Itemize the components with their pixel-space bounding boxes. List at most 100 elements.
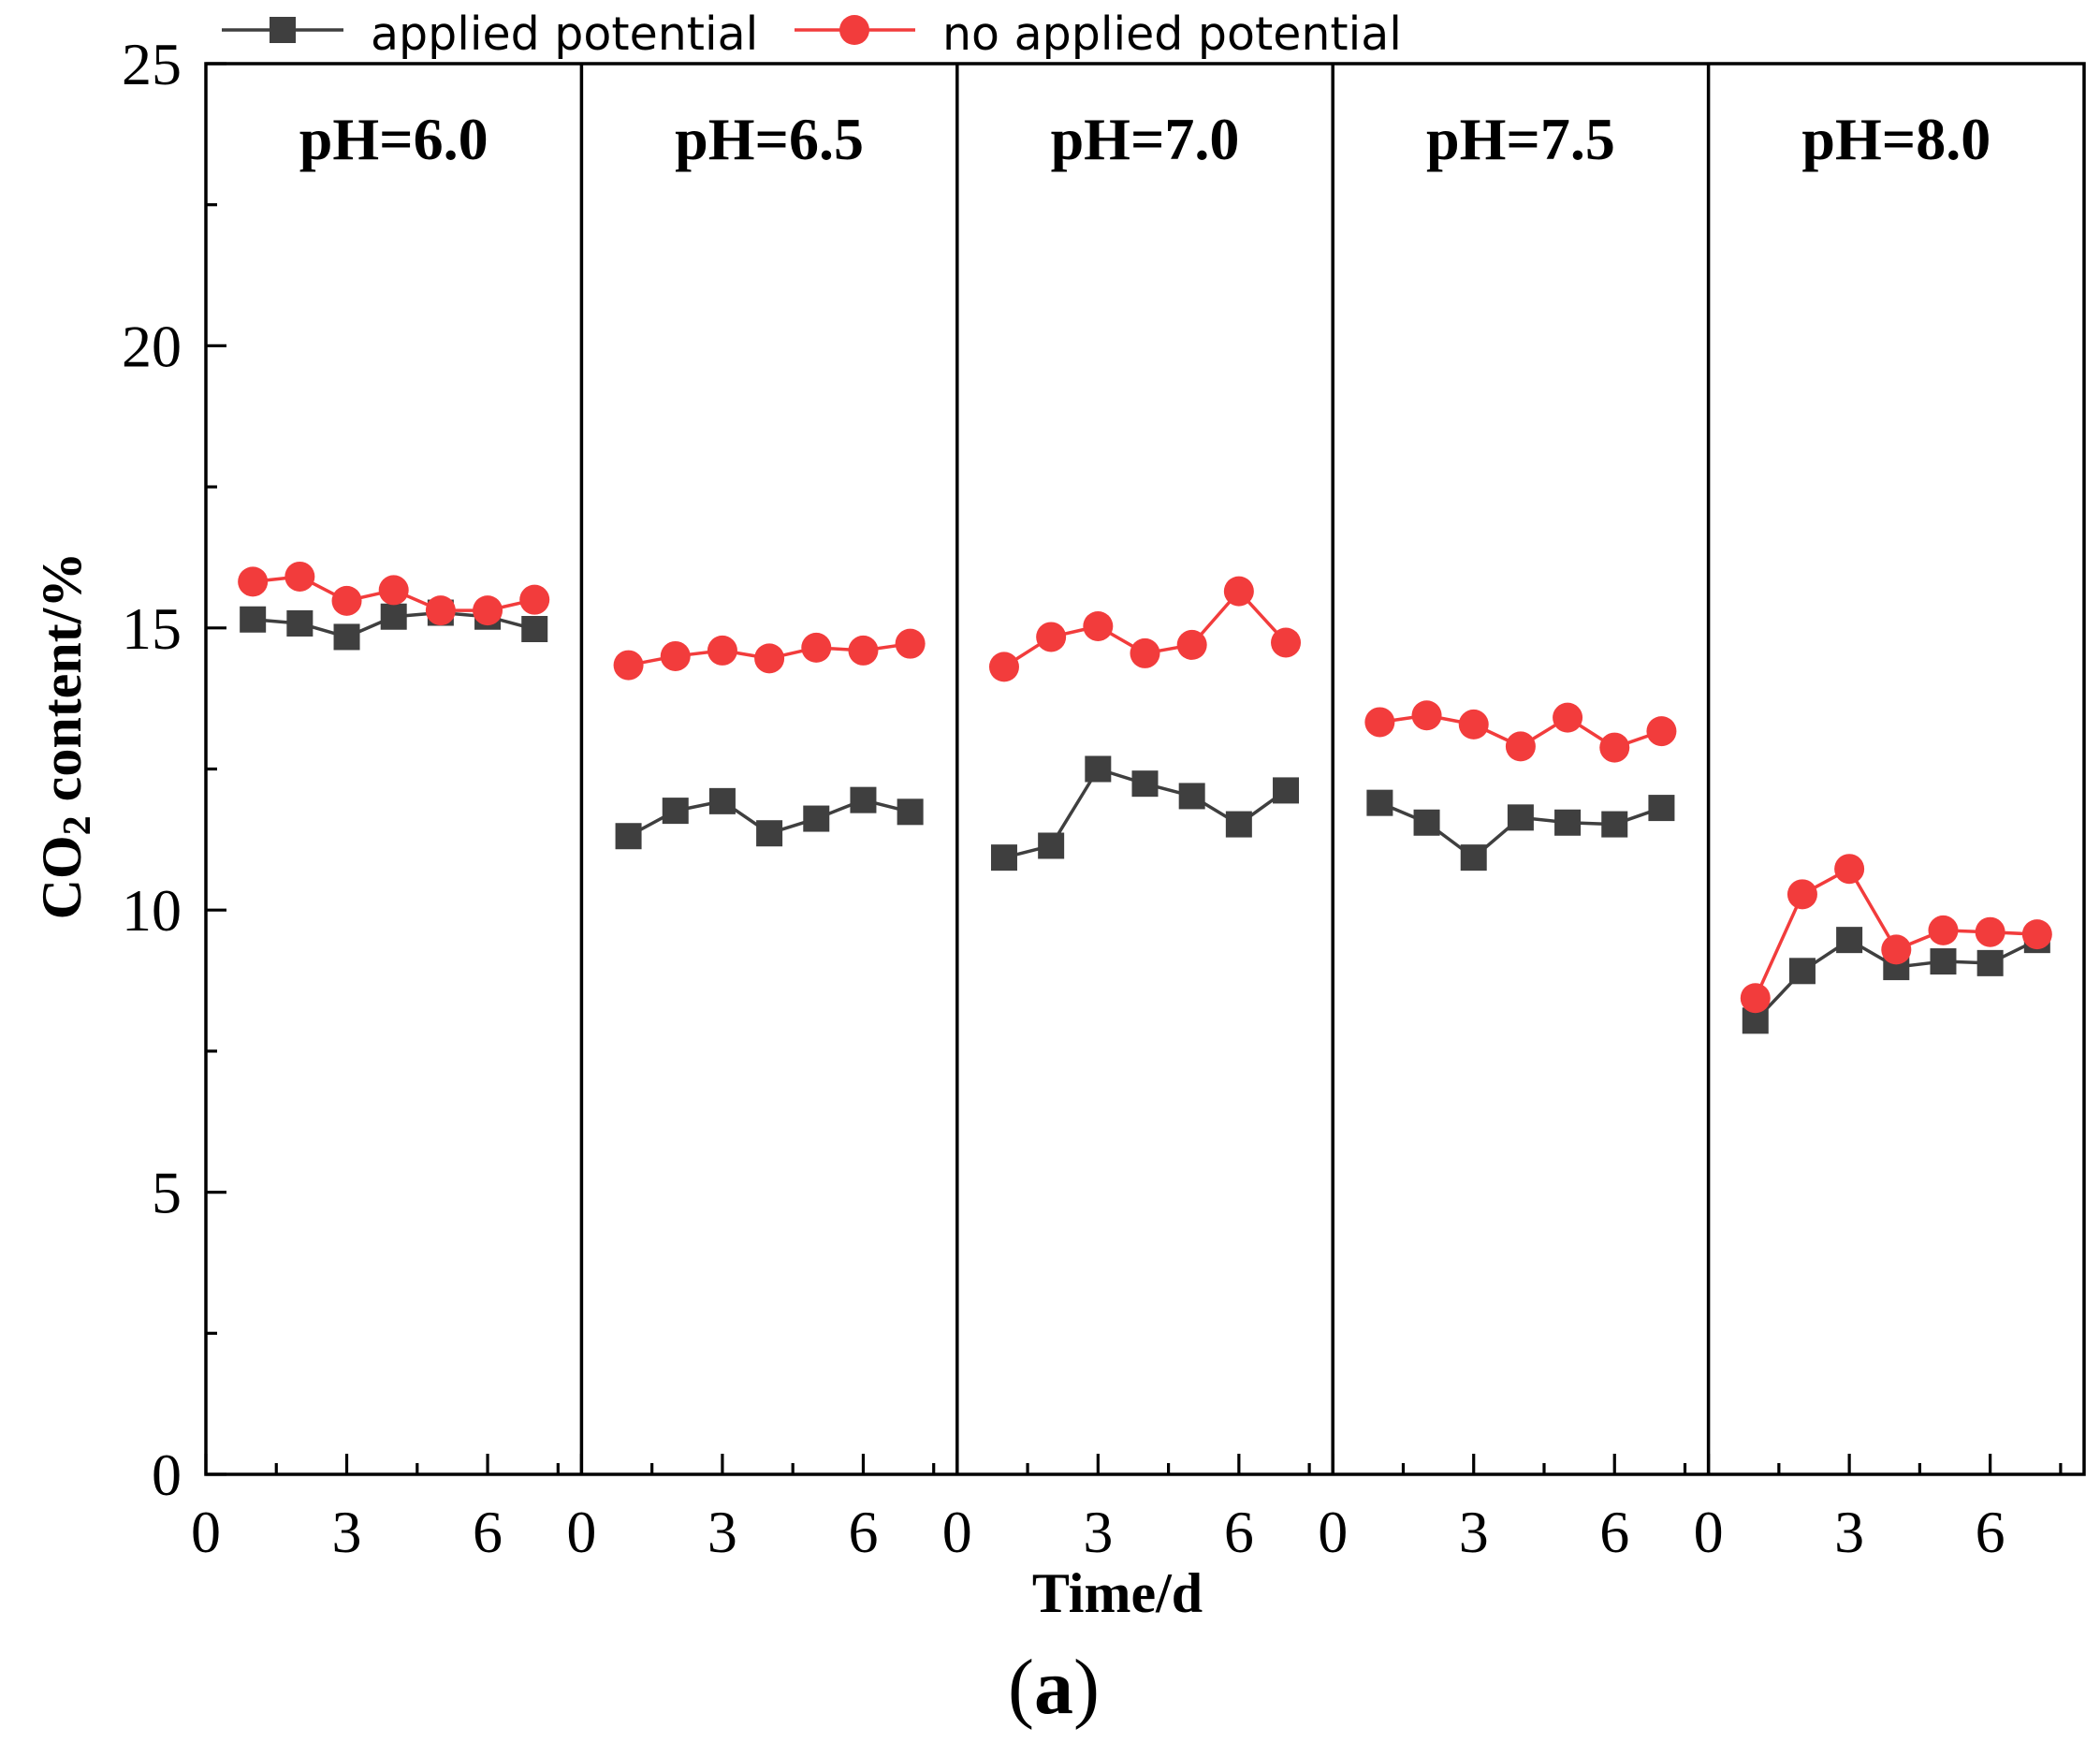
applied-potential-marker	[1038, 832, 1065, 859]
y-tick-label: 25	[122, 31, 182, 97]
x-tick-label: 3	[1459, 1499, 1489, 1565]
caption-open-paren: (	[1008, 1644, 1034, 1731]
x-tick-label: 3	[332, 1499, 362, 1565]
x-tick-label: 6	[1224, 1499, 1254, 1565]
no-applied-potential-marker	[660, 640, 691, 671]
no-applied-potential-marker	[754, 643, 785, 674]
applied-potential-marker	[1836, 927, 1863, 954]
applied-potential-marker	[803, 805, 830, 832]
applied-potential-marker	[1601, 811, 1628, 838]
applied-potential-marker	[1225, 811, 1252, 838]
legend-square-marker	[270, 17, 296, 43]
applied-potential-marker	[850, 786, 877, 813]
no-applied-potential-marker	[1786, 879, 1817, 910]
applied-potential-marker	[1507, 804, 1534, 831]
no-applied-potential-marker	[1928, 915, 1959, 945]
y-tick-label: 10	[122, 877, 182, 944]
no-applied-potential-marker	[238, 566, 269, 597]
y-axis-title-subscript: 2	[56, 815, 99, 835]
applied-potential-marker	[662, 798, 689, 825]
legend-label-no-applied-potential: no applied potential	[942, 7, 1402, 61]
caption-close-paren: )	[1073, 1644, 1100, 1731]
no-applied-potential-marker	[895, 628, 926, 659]
legend-circle-marker	[839, 15, 869, 45]
no-applied-potential-series	[1740, 854, 2052, 1014]
panel-ph-7-5: 0 3 6 pH=7.5	[1318, 106, 1687, 1565]
x-tick-label: 0	[942, 1499, 972, 1565]
applied-potential-marker	[1413, 809, 1440, 836]
no-applied-potential-marker	[284, 561, 315, 592]
no-applied-potential-marker	[1036, 622, 1067, 652]
y-axis: 0 5 10 15 20 25	[122, 31, 226, 1508]
no-applied-potential-series	[1364, 700, 1677, 763]
no-applied-potential-marker	[848, 635, 879, 666]
no-applied-potential-marker	[1271, 627, 1302, 658]
no-applied-potential-marker	[1505, 731, 1536, 762]
applied-potential-marker	[1131, 770, 1159, 798]
applied-potential-marker	[990, 844, 1017, 872]
applied-potential-series	[615, 786, 924, 850]
legend: applied potential no applied potential	[222, 7, 1402, 61]
y-axis-title-main: CO	[31, 835, 93, 919]
panel-ph-8-0: 0 3 6 pH=8.0	[1694, 106, 2063, 1565]
figure-caption: (a)	[1008, 1644, 1100, 1731]
no-applied-potential-marker	[473, 595, 503, 626]
applied-potential-marker	[1460, 844, 1487, 872]
x-tick-label: 0	[1694, 1499, 1724, 1565]
no-applied-potential-marker	[425, 595, 456, 626]
no-applied-potential-marker	[1083, 610, 1114, 641]
x-tick-label: 0	[566, 1499, 596, 1565]
plot-area: 0 5 10 15 20 25 0 3 6 pH=6.0 0 3 6 pH=6.5 0 3 6 pH=7.0 0 3 6…	[122, 31, 2086, 1565]
applied-potential-marker	[240, 606, 267, 633]
no-applied-potential-series	[238, 561, 550, 626]
applied-potential-marker	[1648, 795, 1675, 822]
panel-ph-6-0: 0 3 6 pH=6.0	[191, 106, 560, 1565]
no-applied-potential-marker	[1740, 983, 1771, 1014]
applied-potential-series	[240, 599, 548, 651]
no-applied-potential-marker	[1646, 716, 1677, 747]
no-applied-potential-marker	[1975, 916, 2005, 947]
y-tick-label: 5	[152, 1160, 182, 1226]
no-applied-potential-marker	[1599, 732, 1630, 763]
no-applied-potential-marker	[1364, 707, 1395, 738]
no-applied-potential-marker	[1834, 854, 1865, 885]
panel-title: pH=6.5	[675, 106, 864, 172]
no-applied-potential-series	[988, 576, 1302, 682]
applied-potential-marker	[1273, 777, 1300, 804]
no-applied-potential-series	[613, 628, 926, 681]
panel-ph-7-0: 0 3 6 pH=7.0	[942, 106, 1311, 1565]
y-axis-title-rest: content/%	[31, 552, 93, 816]
applied-potential-marker	[756, 820, 783, 847]
x-axis-title: Time/d	[1032, 1562, 1203, 1624]
panel-title: pH=7.0	[1051, 106, 1240, 172]
no-applied-potential-marker	[331, 585, 362, 616]
applied-potential-marker	[1976, 949, 2004, 976]
panel-title: pH=6.0	[299, 106, 489, 172]
x-tick-label: 3	[1834, 1499, 1864, 1565]
applied-potential-series	[1366, 789, 1675, 872]
no-applied-potential-marker	[707, 635, 737, 666]
no-applied-potential-marker	[1130, 637, 1160, 668]
applied-potential-marker	[615, 823, 642, 850]
no-applied-potential-marker	[801, 632, 832, 663]
plot-frame	[204, 62, 2086, 1476]
x-tick-label: 6	[473, 1499, 503, 1565]
y-axis-title: CO2 content/%	[31, 552, 99, 920]
no-applied-potential-marker	[1223, 576, 1254, 607]
x-tick-label: 3	[707, 1499, 737, 1565]
applied-potential-marker	[1930, 948, 1957, 975]
applied-potential-marker	[1788, 958, 1816, 985]
x-tick-label: 6	[1976, 1499, 2005, 1565]
x-tick-label: 3	[1083, 1499, 1113, 1565]
caption-letter: a	[1034, 1644, 1073, 1731]
no-applied-potential-marker	[613, 650, 644, 681]
y-tick-label: 15	[122, 595, 182, 662]
panel-title: pH=8.0	[1801, 106, 1991, 172]
panel-ph-6-5: 0 3 6 pH=6.5	[566, 106, 936, 1565]
y-tick-label: 20	[122, 313, 182, 379]
y-tick-label: 0	[152, 1442, 182, 1508]
legend-label-applied-potential: applied potential	[371, 7, 758, 61]
no-applied-potential-marker	[1458, 709, 1489, 740]
